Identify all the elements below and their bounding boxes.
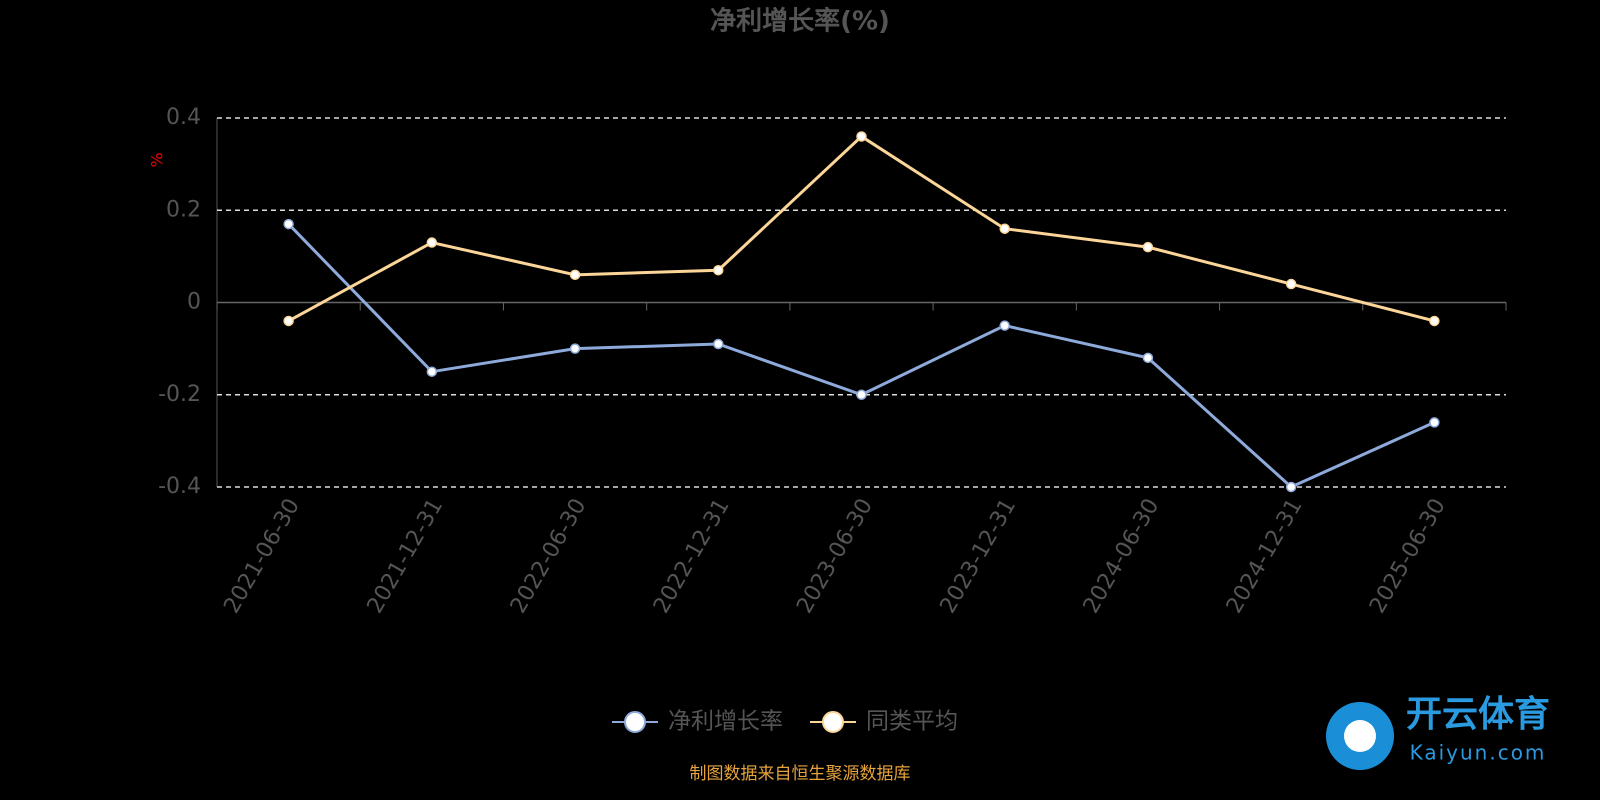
data-point [283,315,294,327]
legend-marker [822,711,844,733]
data-point [1285,481,1297,493]
legend-marker [624,711,646,733]
x-tick-label: 2023-06-30 [792,495,878,618]
data-point [999,320,1010,331]
source-note: 制图数据来自恒生聚源数据库 [690,764,911,784]
data-point [569,343,581,354]
data-point [713,264,724,276]
x-tick-label: 2022-06-30 [506,495,592,618]
legend-label: 同类平均 [866,709,958,735]
x-tick-label: 2025-06-30 [1365,495,1451,618]
x-tick-label: 2024-12-31 [1222,495,1308,618]
watermark: 开云体育 Kaiyun.com [1326,694,1550,770]
data-point [999,223,1010,234]
data-point [1142,241,1154,253]
x-tick-label: 2023-12-31 [936,494,1022,617]
series-line [287,223,1436,489]
data-point [1285,278,1297,290]
chart-title: 净利增长率(%) [710,6,890,37]
y-tick-label: 0 [187,290,201,315]
y-tick-label: 0.2 [166,197,201,222]
legend-label: 净利增长率 [668,709,783,735]
y-axis-label: % [148,152,167,167]
data-point [1429,315,1440,327]
data-point [569,269,581,281]
data-point [426,237,438,248]
y-tick-label: -0.4 [158,474,201,499]
data-point [856,131,867,142]
data-point [1142,352,1154,364]
data-point [713,338,724,350]
watermark-subtitle: Kaiyun.com [1410,741,1547,765]
data-point [283,218,294,230]
series-line [287,134,1435,323]
x-tick-label: 2021-06-30 [219,495,305,618]
data-point [856,389,867,400]
x-tick-label: 2022-12-31 [649,495,735,618]
x-tick-label: 2021-12-31 [363,495,449,618]
x-tick-label: 2024-06-30 [1079,495,1165,618]
watermark-title: 开云体育 [1406,694,1550,735]
data-point [1429,417,1440,428]
logo-ball [1344,720,1376,752]
data-point [426,366,438,377]
y-tick-label: 0.4 [166,105,201,130]
y-tick-label: -0.2 [158,382,201,407]
